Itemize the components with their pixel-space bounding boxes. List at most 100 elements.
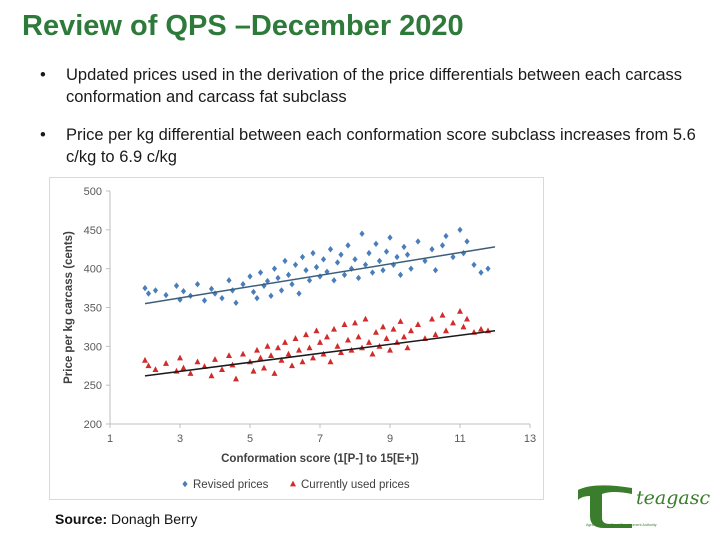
current-price-point [383, 335, 390, 341]
y-tick-label: 500 [84, 186, 102, 198]
revised-price-point [296, 290, 302, 297]
revised-price-point [289, 281, 295, 288]
current-price-point [282, 339, 288, 345]
revised-price-point [278, 287, 285, 294]
current-price-point [362, 315, 369, 322]
current-price-point [317, 339, 323, 345]
revised-price-point [313, 263, 320, 271]
current-price-point [303, 331, 309, 338]
current-price-point [355, 333, 362, 340]
current-price-point [163, 360, 169, 366]
revised-price-point [471, 261, 477, 268]
current-price-point [250, 367, 257, 374]
logo-wordmark: teagasc [636, 487, 710, 509]
chart-axes [106, 190, 531, 428]
current-price-point [397, 318, 404, 324]
revised-price-point [439, 242, 446, 249]
current-price-point [226, 352, 232, 359]
y-tick-label: 350 [84, 303, 102, 315]
current-price-point [439, 311, 446, 318]
revised-price-point [443, 232, 449, 240]
revised-price-point [380, 267, 386, 274]
x-tick-label: 9 [387, 433, 393, 445]
revised-price-point [180, 287, 187, 295]
slide-title: Review of QPS –December 2020 [22, 10, 464, 42]
current-price-point [306, 344, 313, 351]
current-price-point [450, 319, 456, 326]
revised-price-point [341, 271, 348, 279]
chart-panel: 200 250 300 350 400 450 500 1 3 5 7 9 11 13 Conformati… [49, 177, 544, 500]
source-caption: Source: Donagh Berry [55, 511, 197, 527]
revised-price-point [194, 281, 201, 288]
current-price-point [334, 342, 341, 349]
revised-trendline [144, 246, 496, 305]
current-price-point [401, 333, 407, 340]
y-tick-label: 250 [84, 380, 102, 392]
current-price-point [464, 315, 470, 322]
revised-price-point [306, 277, 313, 284]
revised-price-point [145, 290, 152, 297]
revised-price-point [163, 291, 169, 299]
revised-price-point [450, 253, 456, 261]
revised-price-point [429, 246, 435, 253]
legend-marker-revised [182, 480, 188, 488]
teagasc-logo: teagasc Agriculture and Food Development… [578, 485, 710, 528]
revised-price-point [376, 257, 383, 265]
bullet-item: • Price per kg differential between each… [40, 124, 700, 168]
revised-price-point [485, 265, 491, 272]
revised-price-point [285, 271, 292, 279]
revised-price-point [415, 238, 421, 245]
current-price-point [387, 346, 393, 353]
bullet-glyph: • [40, 66, 46, 84]
revised-price-point [152, 287, 159, 294]
current-price-point [289, 362, 295, 369]
current-trendline [144, 330, 496, 377]
current-price-point [187, 370, 194, 376]
revised-price-point [359, 230, 365, 237]
current-price-point [261, 364, 267, 371]
revised-price-point [292, 261, 299, 268]
current-price-point [177, 354, 183, 361]
revised-price-point [208, 285, 215, 293]
current-price-point [390, 325, 397, 332]
revised-price-point [201, 297, 208, 304]
current-price-point [254, 346, 260, 353]
revised-price-point [478, 269, 484, 276]
revised-price-point [282, 257, 288, 265]
current-price-point [331, 325, 337, 332]
current-price-point [219, 366, 225, 373]
current-price-point [268, 352, 274, 359]
bullet-item: • Updated prices used in the derivation … [40, 64, 700, 108]
y-tick-label: 450 [84, 225, 102, 237]
chart-points [142, 226, 491, 382]
legend-label-current: Currently used prices [301, 479, 410, 491]
current-price-point [208, 372, 215, 379]
revised-price-point [317, 273, 323, 280]
current-price-point [278, 356, 285, 363]
current-price-point [313, 327, 320, 334]
y-axis-title: Price per kg carcass (cents) [63, 231, 75, 384]
current-price-point [443, 327, 449, 334]
x-tick-label: 11 [454, 433, 465, 445]
current-price-point [180, 364, 187, 371]
revised-price-point [142, 284, 148, 292]
revised-price-point [408, 265, 414, 272]
current-price-point [373, 328, 379, 335]
revised-price-point [268, 292, 274, 300]
revised-price-point [394, 253, 400, 261]
revised-price-point [457, 226, 463, 234]
revised-price-point [338, 251, 344, 258]
legend-label-revised: Revised prices [193, 479, 269, 491]
current-price-point [338, 349, 344, 355]
current-price-point [429, 315, 435, 322]
chart-legend: Revised prices Currently used prices [182, 479, 410, 491]
x-tick-label: 3 [177, 433, 183, 445]
revised-price-point [373, 240, 379, 248]
revised-price-point [404, 251, 411, 258]
revised-price-point [264, 277, 271, 285]
current-price-point [341, 321, 348, 327]
current-price-point [233, 375, 239, 382]
revised-price-point [303, 267, 309, 274]
current-price-point [145, 362, 152, 369]
